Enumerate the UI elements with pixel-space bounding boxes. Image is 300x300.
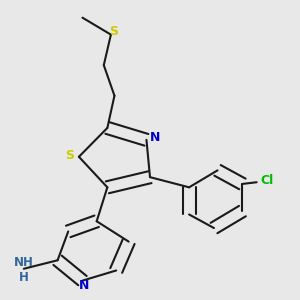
Text: NH: NH <box>14 256 34 269</box>
Text: N: N <box>79 279 89 292</box>
Text: S: S <box>65 148 74 162</box>
Text: Cl: Cl <box>260 174 273 187</box>
Text: H: H <box>19 271 29 284</box>
Text: S: S <box>109 26 118 38</box>
Text: N: N <box>150 130 160 144</box>
